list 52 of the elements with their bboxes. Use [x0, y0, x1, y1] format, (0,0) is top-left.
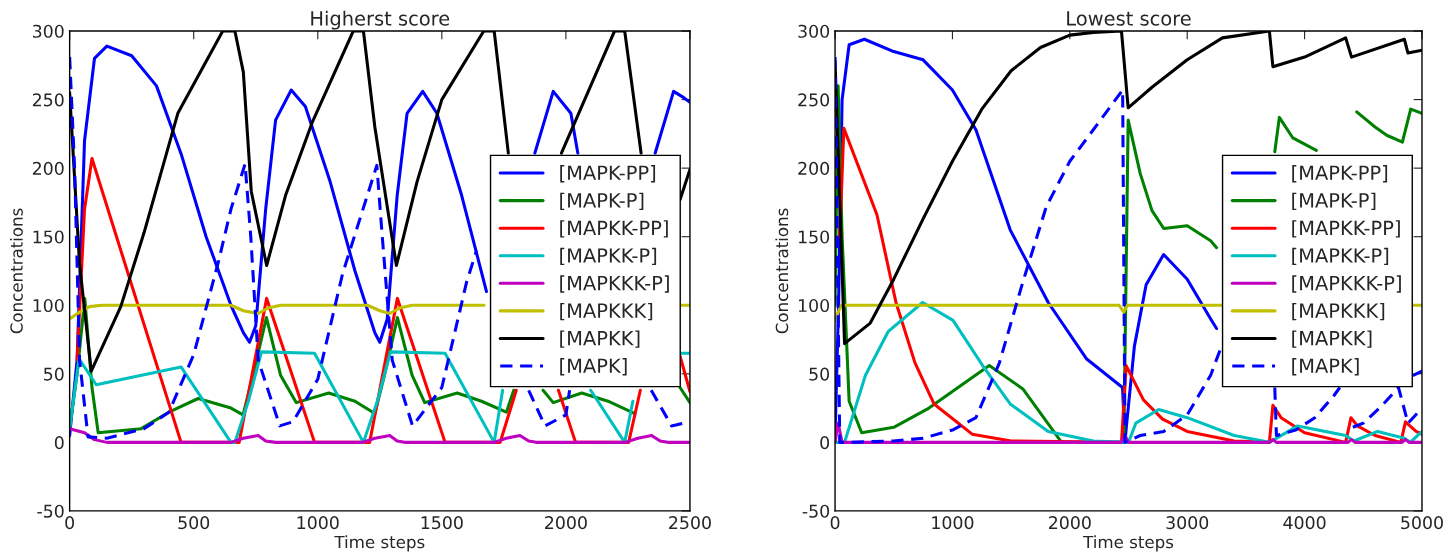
legend-label: [MAPKK-PP] — [1292, 220, 1400, 238]
x-tick-label: 0 — [830, 516, 840, 530]
chart-title: Higherst score — [311, 10, 450, 30]
y-tick-label: 300 — [32, 24, 64, 38]
legend-label: [MAPKK] — [560, 330, 640, 348]
y-tick-label: -50 — [37, 504, 64, 518]
y-tick-label: 0 — [54, 436, 64, 450]
y-tick-label: 200 — [798, 161, 830, 175]
y-tick-label: 300 — [798, 24, 830, 38]
legend-label: [MAPK-P] — [1292, 192, 1376, 210]
y-tick-label: 50 — [809, 367, 830, 381]
legend-label: [MAPKKK-P] — [560, 275, 669, 293]
legend-label: [MAPKK] — [1292, 330, 1372, 348]
y-axis-title: Concentrations — [775, 208, 789, 334]
legend-label: [MAPKK-P] — [1292, 247, 1389, 266]
x-tick-label: 3000 — [1166, 516, 1209, 530]
y-tick-label: 100 — [33, 298, 64, 313]
x-tick-label: 5000 — [1401, 516, 1443, 530]
x-axis-title: Time steps — [334, 535, 425, 552]
legend-label: [MAPK-PP] — [560, 165, 656, 183]
legend-label: [MAPKK-PP] — [560, 220, 668, 238]
y-tick-label: 150 — [33, 230, 64, 244]
x-tick-label: 4000 — [1283, 516, 1326, 530]
legend-label: [MAPK] — [1292, 358, 1359, 376]
x-tick-label: 1500 — [421, 516, 463, 530]
y-tick-label: -50 — [802, 504, 830, 518]
line-series — [835, 421, 1422, 444]
x-tick-label: 0 — [65, 516, 75, 530]
x-tick-label: 500 — [178, 516, 210, 530]
x-tick-label: 2000 — [545, 516, 587, 530]
legend-label: [MAPKKK-P] — [1292, 275, 1401, 293]
y-tick-label: 200 — [32, 161, 64, 175]
y-axis-title: Concentrations — [9, 208, 23, 334]
x-tick-label: 1000 — [297, 516, 339, 530]
legend-label: [MAPK-P] — [560, 192, 644, 210]
y-tick-label: 100 — [798, 298, 830, 313]
x-tick-label: 2500 — [669, 516, 711, 530]
line-series — [69, 427, 690, 444]
legend-label: [MAPK-PP] — [1292, 165, 1388, 183]
y-tick-label: 250 — [798, 93, 830, 107]
y-tick-label: 150 — [798, 230, 830, 244]
y-tick-label: 0 — [820, 436, 830, 450]
x-axis-title: Time steps — [1083, 535, 1174, 552]
x-tick-label: 1000 — [932, 516, 974, 530]
legend-label: [MAPKKK] — [560, 302, 653, 321]
y-tick-label: 250 — [32, 93, 64, 107]
x-tick-label: 2000 — [1049, 516, 1091, 530]
legend-label: [MAPK] — [560, 358, 627, 376]
chart-title: Lowest score — [1067, 11, 1191, 26]
legend-label: [MAPKKK] — [1292, 302, 1385, 321]
legend-label: [MAPKK-P] — [560, 247, 657, 266]
y-tick-label: 50 — [44, 367, 64, 381]
